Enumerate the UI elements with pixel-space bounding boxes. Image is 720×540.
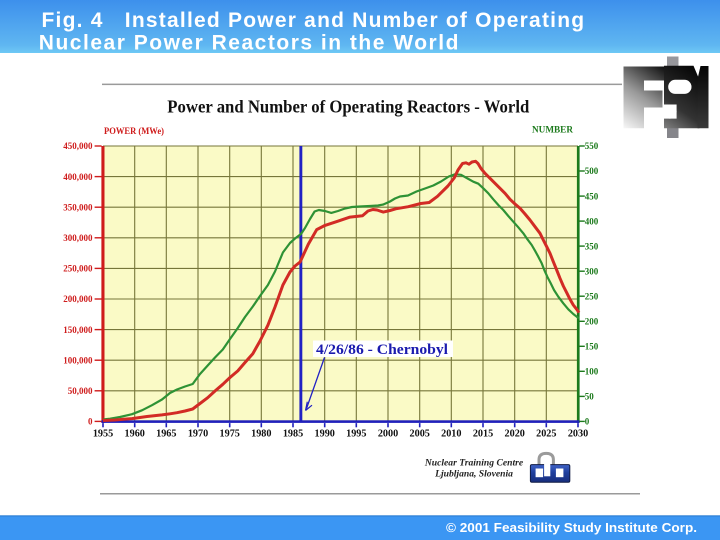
svg-text:400: 400	[585, 216, 599, 226]
svg-text:2025: 2025	[536, 429, 556, 440]
svg-text:250: 250	[585, 291, 599, 301]
svg-text:1970: 1970	[188, 429, 208, 440]
svg-text:300,000: 300,000	[63, 233, 93, 243]
svg-text:Power and Number of Operating: Power and Number of Operating Reactors -…	[167, 97, 529, 117]
svg-text:Nuclear Training Centre: Nuclear Training Centre	[424, 458, 524, 469]
svg-text:100: 100	[585, 367, 599, 377]
svg-text:350: 350	[585, 241, 599, 251]
svg-text:300: 300	[585, 266, 599, 276]
svg-text:2030: 2030	[568, 429, 588, 440]
svg-text:350,000: 350,000	[63, 202, 93, 212]
svg-text:550: 550	[585, 141, 599, 151]
svg-text:1960: 1960	[125, 429, 145, 440]
svg-text:Ljubljana, Slovenia: Ljubljana, Slovenia	[434, 469, 513, 480]
svg-text:150,000: 150,000	[63, 325, 93, 335]
svg-text:200,000: 200,000	[63, 294, 93, 304]
svg-text:1995: 1995	[346, 429, 366, 440]
svg-text:1980: 1980	[251, 429, 271, 440]
svg-text:2010: 2010	[441, 429, 461, 440]
svg-text:POWER (MWe): POWER (MWe)	[104, 126, 164, 137]
svg-text:2005: 2005	[410, 429, 430, 440]
svg-text:1985: 1985	[283, 429, 303, 440]
svg-text:100,000: 100,000	[63, 355, 93, 365]
svg-text:Fig. 4 Installed Power and N: Fig. 4 Installed Power and Number of Ope…	[42, 9, 586, 32]
svg-text:2015: 2015	[473, 429, 493, 440]
svg-text:450,000: 450,000	[63, 141, 93, 151]
svg-text:0: 0	[585, 417, 590, 427]
svg-text:2020: 2020	[505, 429, 525, 440]
svg-text:400,000: 400,000	[63, 172, 93, 182]
svg-text:1955: 1955	[93, 429, 113, 440]
svg-text:4/26/86 - Chernobyl: 4/26/86 - Chernobyl	[316, 342, 448, 358]
svg-text:Nuclear Power Reactors in the: Nuclear Power Reactors in the World	[39, 32, 460, 55]
svg-text:50,000: 50,000	[68, 386, 93, 396]
svg-text:1975: 1975	[220, 429, 240, 440]
svg-text:NUMBER: NUMBER	[532, 126, 573, 136]
svg-text:1990: 1990	[315, 429, 335, 440]
svg-text:© 2001 Feasibility Study Insti: © 2001 Feasibility Study Institute Corp.	[446, 520, 697, 535]
svg-text:0: 0	[88, 417, 93, 427]
svg-text:450: 450	[585, 191, 599, 201]
svg-text:150: 150	[585, 342, 599, 352]
svg-text:200: 200	[585, 317, 599, 327]
svg-text:500: 500	[585, 166, 599, 176]
svg-text:250,000: 250,000	[63, 264, 93, 274]
svg-text:2000: 2000	[378, 429, 398, 440]
svg-text:50: 50	[585, 392, 595, 402]
svg-text:1965: 1965	[156, 429, 176, 440]
